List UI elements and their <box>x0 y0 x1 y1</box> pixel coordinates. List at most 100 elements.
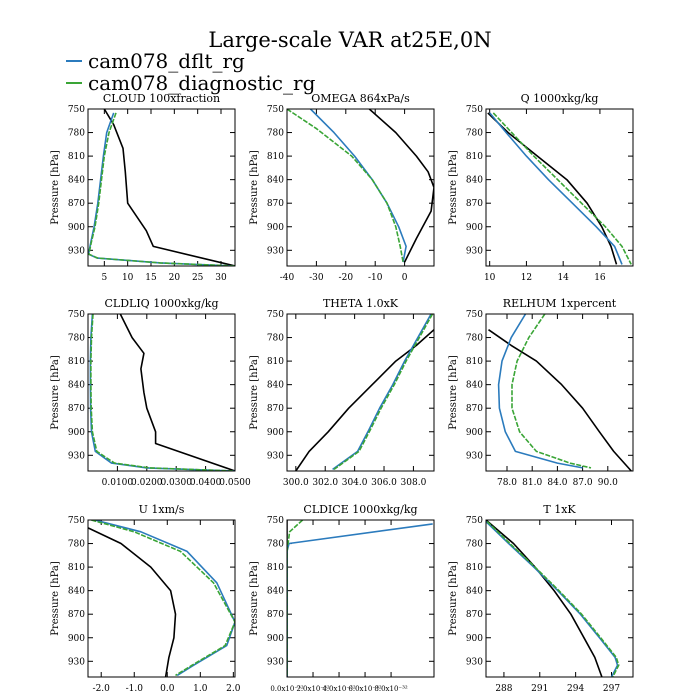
legend-item-dflt: cam078_dflt_rg <box>66 50 315 72</box>
y-tick-label: 900 <box>68 634 85 644</box>
y-tick-label: 870 <box>466 610 483 620</box>
series-line-dflt <box>497 314 583 469</box>
series-line-dflt <box>287 523 433 677</box>
series-line-dflt <box>332 314 432 471</box>
x-tick-label: 15 <box>145 273 157 283</box>
panel-title: RELHUM 1xpercent <box>503 297 617 310</box>
series-line-control <box>368 109 434 263</box>
y-axis-label: Pressure [hPa] <box>50 561 61 636</box>
series-line-diagnostic <box>486 521 620 677</box>
series-line-diagnostic <box>91 520 235 677</box>
series-line-dflt <box>489 112 623 265</box>
legend-label-dflt: cam078_dflt_rg <box>88 49 245 73</box>
legend-swatch-diagnostic <box>66 82 82 84</box>
x-tick-label: 291 <box>531 684 548 694</box>
panel-title: U 1xm/s <box>139 503 185 516</box>
y-tick-label: 750 <box>267 105 284 115</box>
y-tick-label: 930 <box>68 246 85 256</box>
y-tick-label: 810 <box>68 152 85 162</box>
y-tick-label: 930 <box>68 451 85 461</box>
x-tick-label: -20 <box>339 273 354 283</box>
panel-3: Q 1000xkg/kg Pressure [hPa] 750 780 810 840 87… <box>448 92 634 283</box>
x-tick-label: 288 <box>495 684 512 694</box>
plot-frame <box>87 108 236 267</box>
y-tick-label: 900 <box>466 634 483 644</box>
series-line-control <box>488 329 632 471</box>
y-tick-label: 810 <box>466 152 483 162</box>
y-tick-label: 780 <box>68 540 85 550</box>
legend-swatch-dflt <box>66 60 82 62</box>
x-tick-label: -30 <box>309 273 324 283</box>
x-tick-label: 6.0x10⁻³² <box>348 685 381 693</box>
x-tick-label: 0.0200 <box>131 478 163 488</box>
series-line-diagnostic <box>90 314 235 471</box>
series-line-dflt <box>309 109 407 263</box>
y-tick-label: 810 <box>267 152 284 162</box>
panel-title: CLDLIQ 1000xkg/kg <box>104 297 218 310</box>
y-axis-label: Pressure [hPa] <box>249 355 260 430</box>
y-tick-label: 840 <box>466 176 483 186</box>
x-tick-label: 1.0 <box>193 684 208 694</box>
x-tick-label: -40 <box>280 273 295 283</box>
y-tick-label: 750 <box>466 310 483 320</box>
x-tick-label: 300.0 <box>283 478 309 488</box>
x-tick-label: 14 <box>557 273 569 283</box>
x-tick-label: 30 <box>215 273 227 283</box>
y-tick-label: 810 <box>267 357 284 367</box>
y-tick-label: 780 <box>68 334 85 344</box>
y-tick-label: 780 <box>68 129 85 139</box>
y-tick-label: 930 <box>68 657 85 667</box>
plot-frame <box>286 108 435 267</box>
y-tick-label: 810 <box>68 357 85 367</box>
y-tick-label: 750 <box>68 516 85 526</box>
series-line-control <box>88 527 177 677</box>
plot-frame <box>485 108 634 267</box>
y-tick-label: 840 <box>466 381 483 391</box>
x-tick-label: 10 <box>484 273 496 283</box>
x-tick-label: 84.0 <box>547 478 567 488</box>
x-tick-label: 0 <box>402 273 408 283</box>
x-tick-label: 16 <box>594 273 606 283</box>
series-line-diagnostic <box>88 112 235 266</box>
y-tick-label: 810 <box>267 563 284 573</box>
y-tick-label: 780 <box>466 334 483 344</box>
y-tick-label: 840 <box>466 587 483 597</box>
y-tick-label: 870 <box>68 404 85 414</box>
series-line-dflt <box>89 314 235 471</box>
y-tick-label: 840 <box>267 587 284 597</box>
y-tick-label: 780 <box>267 334 284 344</box>
x-tick-label: 302.0 <box>312 478 338 488</box>
y-tick-label: 930 <box>267 657 284 667</box>
x-tick-label: 0.0500 <box>219 478 251 488</box>
y-tick-label: 870 <box>466 404 483 414</box>
y-tick-label: 780 <box>466 540 483 550</box>
y-tick-label: 780 <box>466 129 483 139</box>
series-line-diagnostic <box>333 314 434 471</box>
series-line-diagnostic <box>287 109 404 263</box>
series-line-control <box>295 329 434 471</box>
y-tick-label: 780 <box>267 540 284 550</box>
y-tick-label: 840 <box>68 381 85 391</box>
x-tick-label: 10 <box>122 273 134 283</box>
panel-title: OMEGA 864xPa/s <box>311 92 410 105</box>
x-tick-label: 308.0 <box>401 478 427 488</box>
y-axis-label: Pressure [hPa] <box>249 150 260 225</box>
x-tick-label: 8.0x10⁻³² <box>374 685 407 693</box>
y-tick-label: 750 <box>68 105 85 115</box>
x-tick-label: 306.0 <box>371 478 397 488</box>
x-tick-label: 0.0 <box>160 684 175 694</box>
y-tick-label: 750 <box>466 516 483 526</box>
plot-frame <box>286 519 435 678</box>
y-tick-label: 930 <box>267 451 284 461</box>
legend-item-diagnostic: cam078_diagnostic_rg <box>66 72 315 94</box>
plot-frame <box>87 313 236 472</box>
y-tick-label: 930 <box>466 657 483 667</box>
x-tick-label: 87.0 <box>573 478 593 488</box>
panel-6: RELHUM 1xpercent Pressure [hPa] 750 780 810 8… <box>448 297 634 488</box>
x-tick-label: 0.0100 <box>102 478 134 488</box>
y-tick-label: 900 <box>466 223 483 233</box>
panel-title: Q 1000xkg/kg <box>521 92 599 105</box>
y-tick-label: 810 <box>466 563 483 573</box>
x-tick-label: 0.0x10⁻³² <box>270 685 303 693</box>
